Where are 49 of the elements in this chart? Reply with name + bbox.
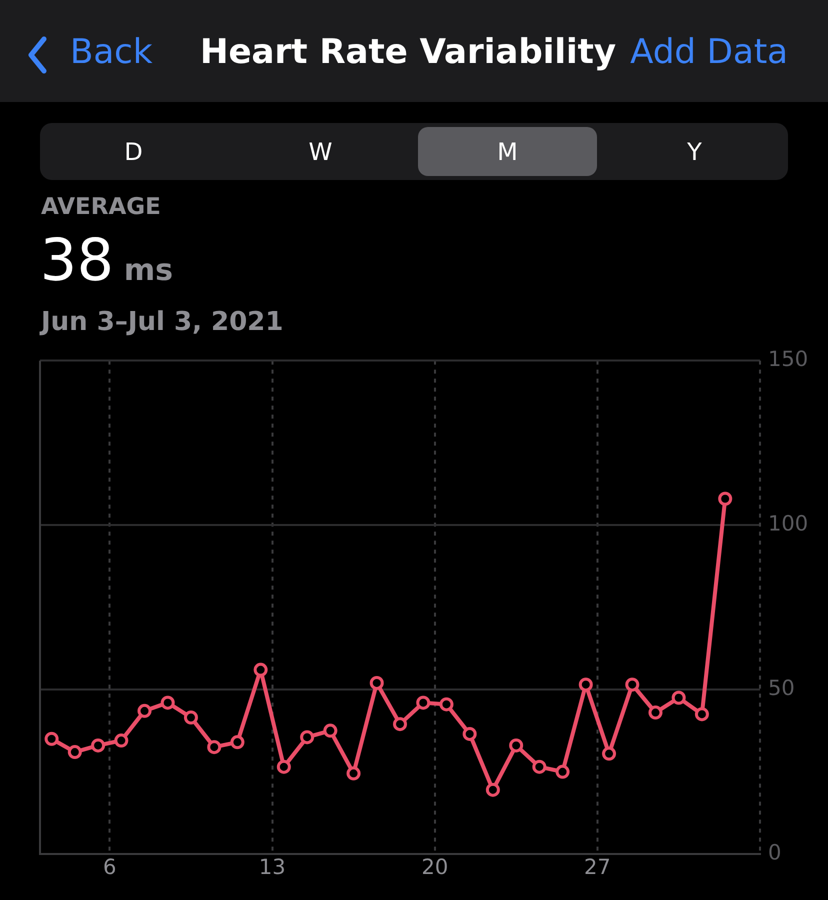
point — [393, 717, 407, 732]
y-tick-label: 150 — [768, 347, 808, 372]
point — [462, 726, 477, 741]
point — [439, 697, 454, 712]
point — [44, 732, 59, 746]
point — [648, 706, 662, 720]
point — [91, 738, 106, 752]
chart-subtitle: Jun 3–Jul 3, 2021 — [41, 307, 284, 337]
text: 38 — [40, 226, 114, 294]
text: Back — [70, 32, 153, 72]
point — [578, 678, 593, 692]
point — [672, 690, 686, 705]
point — [114, 734, 128, 748]
point — [207, 740, 222, 754]
point — [625, 678, 640, 692]
point — [694, 707, 709, 722]
text: AVERAGE — [41, 194, 161, 220]
point — [509, 738, 524, 752]
y-tick-label: 0 — [768, 840, 782, 864]
point — [370, 676, 384, 690]
point — [68, 745, 82, 760]
x-tick-label: 27 — [584, 855, 611, 880]
y-tick-label: 50 — [768, 676, 795, 700]
x-tick-label: 6 — [102, 855, 116, 880]
text: Add Data — [630, 32, 788, 72]
point — [254, 662, 268, 677]
point — [346, 766, 361, 780]
text: ms — [124, 253, 173, 288]
chart-title: Heart Rate Variability — [200, 32, 616, 72]
point — [602, 746, 616, 761]
point — [184, 710, 198, 724]
text: M — [418, 127, 597, 176]
point — [486, 782, 500, 797]
x-tick-label: 13 — [258, 855, 286, 880]
point — [532, 760, 546, 774]
point — [160, 696, 175, 710]
point — [276, 760, 291, 774]
point — [556, 764, 570, 779]
x-tick-label: 20 — [421, 855, 448, 880]
point — [230, 735, 244, 750]
y-tick-label: 100 — [768, 512, 808, 536]
point — [718, 492, 732, 506]
point — [323, 724, 338, 738]
point — [416, 696, 430, 710]
text: Y — [686, 136, 703, 168]
point — [138, 704, 152, 718]
text: W — [308, 136, 334, 168]
point — [300, 730, 314, 744]
text: D — [123, 136, 144, 168]
